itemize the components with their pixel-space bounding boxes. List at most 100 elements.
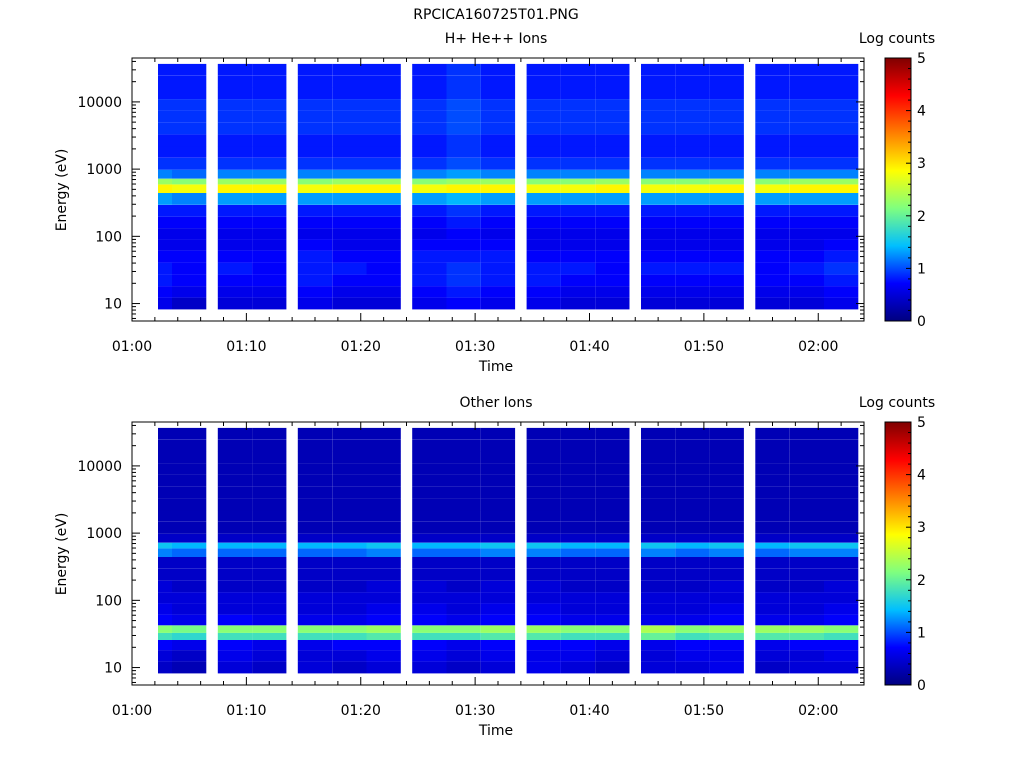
x-tick-label: 01:10 <box>226 703 266 719</box>
y-axis-label: Energy (eV) <box>54 513 70 596</box>
heatmap-cell <box>158 157 172 170</box>
heatmap-cell <box>824 603 859 615</box>
heatmap-cell <box>297 533 333 543</box>
heatmap-cell <box>675 250 710 263</box>
heatmap-cell <box>172 134 207 147</box>
heatmap-cell <box>480 580 516 593</box>
y-axis-label: Energy (eV) <box>54 149 70 232</box>
heatmap-cell <box>709 239 744 251</box>
heatmap-cell <box>446 580 481 593</box>
heatmap-cell <box>789 568 824 581</box>
heatmap-cell <box>641 592 676 604</box>
heatmap-cell <box>480 548 516 557</box>
heatmap-cell <box>526 184 561 193</box>
heatmap-cell <box>641 439 676 452</box>
heatmap-cell <box>366 557 401 569</box>
heatmap-cell <box>172 427 207 440</box>
heatmap-cell <box>824 533 859 543</box>
heatmap-cell <box>824 463 859 475</box>
heatmap-cell <box>641 216 676 229</box>
heatmap-cell <box>332 239 367 251</box>
heatmap-cell <box>412 286 447 298</box>
heatmap-cell <box>480 250 516 263</box>
heatmap-cell <box>595 592 630 604</box>
heatmap-cell <box>560 439 596 452</box>
heatmap-cell <box>595 568 630 581</box>
heatmap-cell <box>158 216 172 229</box>
heatmap-cell <box>252 122 287 135</box>
heatmap-cell <box>789 521 824 534</box>
heatmap-cell <box>252 427 287 440</box>
heatmap-cell <box>641 122 676 135</box>
heatmap-cell <box>332 632 367 640</box>
heatmap-cell <box>297 204 333 217</box>
heatmap-cell <box>560 603 596 615</box>
heatmap-cell <box>595 650 630 662</box>
heatmap-cell <box>480 286 516 298</box>
heatmap-cell <box>824 592 859 604</box>
heatmap-cell <box>641 632 676 640</box>
y-axis: 10 100 1000 10000 <box>77 424 864 683</box>
heatmap-cell <box>595 239 630 251</box>
heatmap-cell <box>789 169 824 179</box>
heatmap-cell <box>366 542 401 549</box>
heatmap-cell <box>412 548 447 557</box>
heatmap-cell <box>217 157 253 170</box>
heatmap-cell <box>412 568 447 581</box>
heatmap-cell <box>675 592 710 604</box>
heatmap-cell <box>526 463 561 475</box>
heatmap-cell <box>297 548 333 557</box>
heatmap-cell <box>641 474 676 487</box>
heatmap-cell <box>172 297 207 310</box>
heatmap-cell <box>480 193 516 205</box>
heatmap-cell <box>526 239 561 251</box>
heatmap-cell <box>332 661 367 674</box>
heatmap-cell <box>172 510 207 522</box>
heatmap-cell <box>412 239 447 251</box>
heatmap-cell <box>412 193 447 205</box>
heatmap-cell <box>446 427 481 440</box>
heatmap-cell <box>158 640 172 651</box>
heatmap-cell <box>709 463 744 475</box>
heatmap-cell <box>172 157 207 170</box>
heatmap-cell <box>560 625 596 633</box>
heatmap-cell <box>641 625 676 633</box>
heatmap-cell <box>675 286 710 298</box>
heatmap-cell <box>675 542 710 549</box>
heatmap-cell <box>560 169 596 179</box>
heatmap-cell <box>675 75 710 88</box>
heatmap-cell <box>675 557 710 569</box>
heatmap-cell <box>332 451 367 464</box>
heatmap-cells <box>158 427 859 674</box>
heatmap-cell <box>789 498 824 511</box>
heatmap-cell <box>252 134 287 147</box>
heatmap-cell <box>789 122 824 135</box>
heatmap-cell <box>217 122 253 135</box>
colorbar-label: Log counts <box>859 31 935 47</box>
y-tick-label: 10000 <box>77 95 122 111</box>
heatmap-cell <box>595 661 630 674</box>
heatmap-cell <box>824 521 859 534</box>
heatmap-cell <box>641 640 676 651</box>
heatmap-cell <box>709 110 744 123</box>
heatmap-cell <box>560 204 596 217</box>
heatmap-cell <box>158 439 172 452</box>
heatmap-cell <box>675 427 710 440</box>
heatmap-cell <box>412 250 447 263</box>
heatmap-cell <box>412 640 447 651</box>
heatmap-cell <box>480 262 516 275</box>
heatmap-cell <box>824 184 859 193</box>
heatmap-cell <box>217 521 253 534</box>
colorbar-tick-label: 0 <box>917 678 926 694</box>
heatmap-cell <box>755 178 790 185</box>
heatmap-cell <box>366 568 401 581</box>
heatmap-cell <box>709 486 744 499</box>
heatmap-cell <box>158 178 172 185</box>
heatmap-cell <box>297 640 333 651</box>
heatmap-cell <box>560 228 596 240</box>
heatmap-cell <box>480 157 516 170</box>
heatmap-cell <box>641 568 676 581</box>
heatmap-cell <box>332 262 367 275</box>
heatmap-cell <box>297 625 333 633</box>
heatmap-cell <box>297 521 333 534</box>
